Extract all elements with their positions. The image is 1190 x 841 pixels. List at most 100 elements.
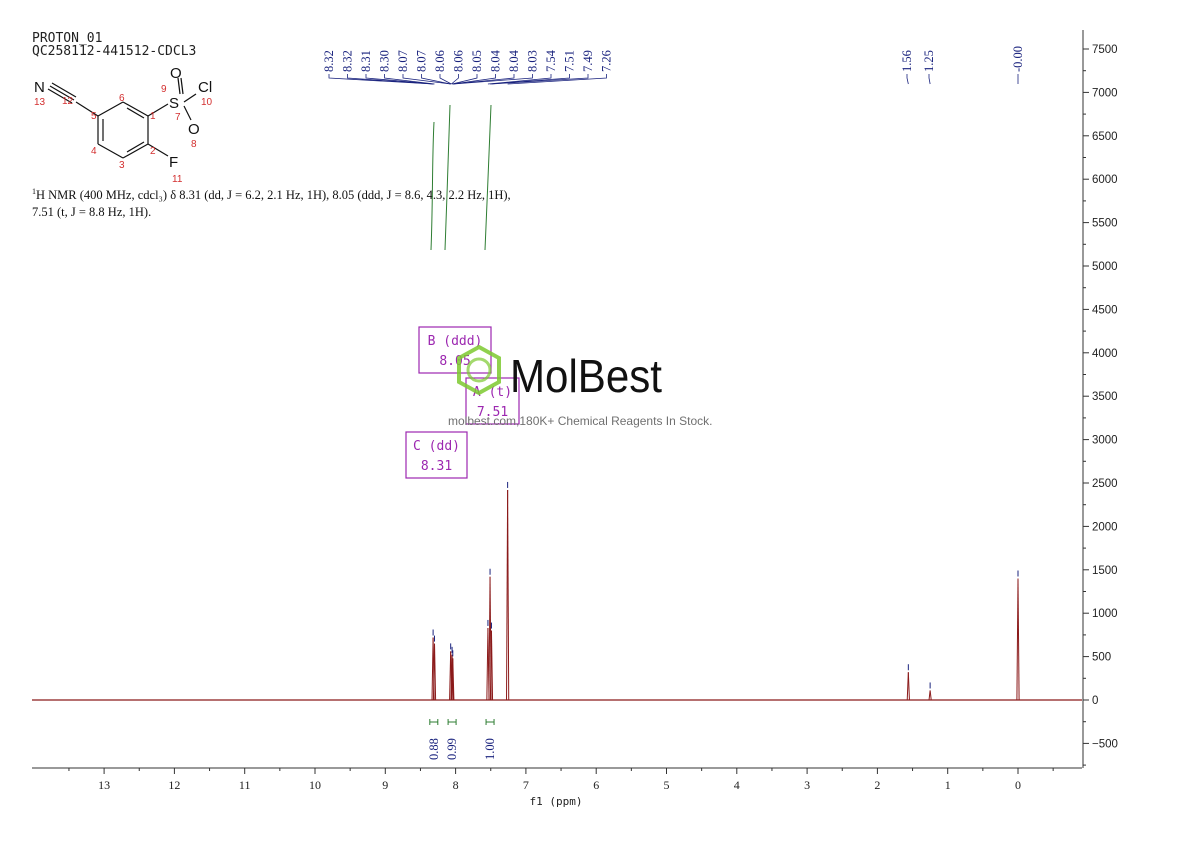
- x-tick-label: 4: [734, 778, 740, 792]
- y-tick-label: 5000: [1092, 261, 1118, 273]
- peak-label-aromatic: 8.04: [507, 49, 521, 72]
- multiplet-box: [418, 326, 492, 374]
- peak-label-aromatic-leader: [452, 74, 496, 85]
- x-tick-label: 13: [98, 778, 110, 792]
- peak-label-aromatic: 8.32: [341, 50, 355, 72]
- atom-number-2: 2: [150, 146, 156, 157]
- experiment-label: PROTON_01: [32, 31, 103, 46]
- atom-number-7: 7: [175, 112, 181, 123]
- x-axis-label: f1 (ppm): [530, 795, 583, 808]
- peak-label-aromatic-leader: [487, 74, 552, 85]
- atom-number-5: 5: [91, 111, 97, 122]
- y-tick-label: 2000: [1092, 521, 1118, 533]
- peak-label-aromatic: 7.51: [563, 50, 577, 72]
- integral-curve: [484, 104, 492, 251]
- atom-number-11: 11: [172, 174, 183, 184]
- peak-label-aromatic: 8.32: [322, 50, 336, 72]
- atom-number-6: 6: [119, 93, 125, 104]
- atom-number-8: 8: [191, 139, 197, 150]
- atom-o-bottom: O: [188, 121, 200, 138]
- peak-label-aromatic-leader: [421, 74, 451, 85]
- y-tick-label: 3500: [1092, 391, 1118, 403]
- y-tick-label: 1000: [1092, 608, 1118, 620]
- peak-label-aromatic: 8.05: [470, 50, 484, 72]
- x-tick-label: 12: [168, 778, 180, 792]
- atom-o-top: O: [170, 65, 182, 82]
- atom-number-13: 13: [34, 97, 46, 108]
- peak-label-aromatic-leader: [365, 74, 434, 85]
- y-tick-label: 3000: [1092, 435, 1118, 447]
- y-tick-label: 6500: [1092, 131, 1118, 143]
- atom-f: F: [169, 154, 178, 171]
- peak-label-aromatic-leader: [453, 74, 533, 85]
- peak-label-aliphatic-leader: [906, 74, 909, 85]
- x-tick-label: 2: [874, 778, 880, 792]
- isotope-superscript: 1: [32, 187, 36, 196]
- atom-n: N: [34, 79, 45, 96]
- peak-label-aromatic-leader: [347, 74, 434, 85]
- peak-label-aliphatic-leader: [928, 74, 931, 85]
- x-tick-label: 10: [309, 778, 321, 792]
- y-tick-label: −500: [1092, 738, 1118, 750]
- x-tick-label: 5: [664, 778, 670, 792]
- peak-label-aromatic-leader: [451, 74, 459, 85]
- spectrum-peak-descent: [434, 643, 437, 701]
- atom-cl: Cl: [198, 79, 212, 96]
- logo-hexagon-icon: [457, 344, 501, 396]
- atom-number-9: 9: [161, 84, 167, 95]
- atom-number-3: 3: [119, 160, 125, 171]
- molbest-logo: MolBest: [457, 344, 662, 402]
- spectrum-peak-descent: [929, 690, 932, 701]
- peak-label-aromatic-leader: [507, 74, 607, 85]
- nmr-description-line1: 1H NMR (400 MHz, cdcl₃) δ 8.31 (dd, J = …: [32, 187, 511, 203]
- peak-label-aromatic: 8.03: [526, 50, 540, 72]
- peak-label-aromatic: 7.49: [581, 50, 595, 72]
- multiplet-box: [465, 377, 520, 425]
- atom-number-10: 10: [201, 97, 213, 108]
- spectrum-peak-descent: [490, 630, 494, 701]
- x-tick-label: 6: [593, 778, 599, 792]
- peak-label-aliphatic: 1.25: [922, 50, 936, 72]
- peak-label-aromatic-leader: [384, 74, 435, 85]
- spectrum-peak-descent: [507, 489, 510, 701]
- peak-label-aromatic-leader: [491, 74, 589, 85]
- y-tick-label: 7500: [1092, 44, 1118, 56]
- peak-label-aromatic: 7.54: [544, 49, 558, 72]
- peak-label-aromatic-leader: [451, 74, 478, 85]
- peak-label-aromatic-leader: [328, 74, 434, 85]
- integral-value: 1.00: [483, 738, 497, 760]
- y-tick-label: 6000: [1092, 174, 1118, 186]
- y-tick-label: 0: [1092, 695, 1098, 707]
- x-tick-label: 8: [453, 778, 459, 792]
- x-tick-label: 0: [1015, 778, 1021, 792]
- multiplet-type-label: C (dd): [413, 439, 460, 454]
- y-tick-label: 4500: [1092, 304, 1118, 316]
- y-tick-label: 7000: [1092, 87, 1118, 99]
- peak-label-aromatic: 8.30: [378, 50, 392, 72]
- x-tick-label: 1: [945, 778, 951, 792]
- peak-label-aromatic-leader: [452, 74, 515, 85]
- peak-label-aromatic-leader: [490, 74, 570, 85]
- nmr-description-text: H NMR (400 MHz, cdcl₃) δ 8.31 (dd, J = 6…: [36, 188, 511, 203]
- multiplet-shift-label: 8.31: [421, 459, 452, 474]
- multiplet-shift-label: 7.51: [477, 405, 508, 420]
- x-tick-label: 7: [523, 778, 529, 792]
- atom-number-4: 4: [91, 146, 97, 157]
- peak-label-aromatic: 8.04: [489, 49, 503, 72]
- integral-curve: [430, 121, 435, 251]
- atom-number-1: 1: [150, 111, 156, 122]
- peak-label-aromatic: 8.07: [396, 50, 410, 72]
- integral-curve: [444, 104, 451, 251]
- atom-s: S: [169, 95, 179, 112]
- peak-label-tms: -0.00: [1011, 46, 1025, 72]
- y-tick-label: 500: [1092, 652, 1111, 664]
- peak-label-aromatic: 7.26: [600, 50, 614, 72]
- peak-label-aromatic-leader: [439, 74, 452, 85]
- logo-brand-text: MolBest: [510, 350, 662, 402]
- x-tick-label: 9: [382, 778, 388, 792]
- y-tick-label: 5500: [1092, 218, 1118, 230]
- spectrum-peak-descent: [452, 658, 455, 701]
- y-tick-label: 4000: [1092, 348, 1118, 360]
- integral-value: 0.88: [427, 738, 441, 760]
- multiplet-type-label: B (ddd): [428, 334, 483, 349]
